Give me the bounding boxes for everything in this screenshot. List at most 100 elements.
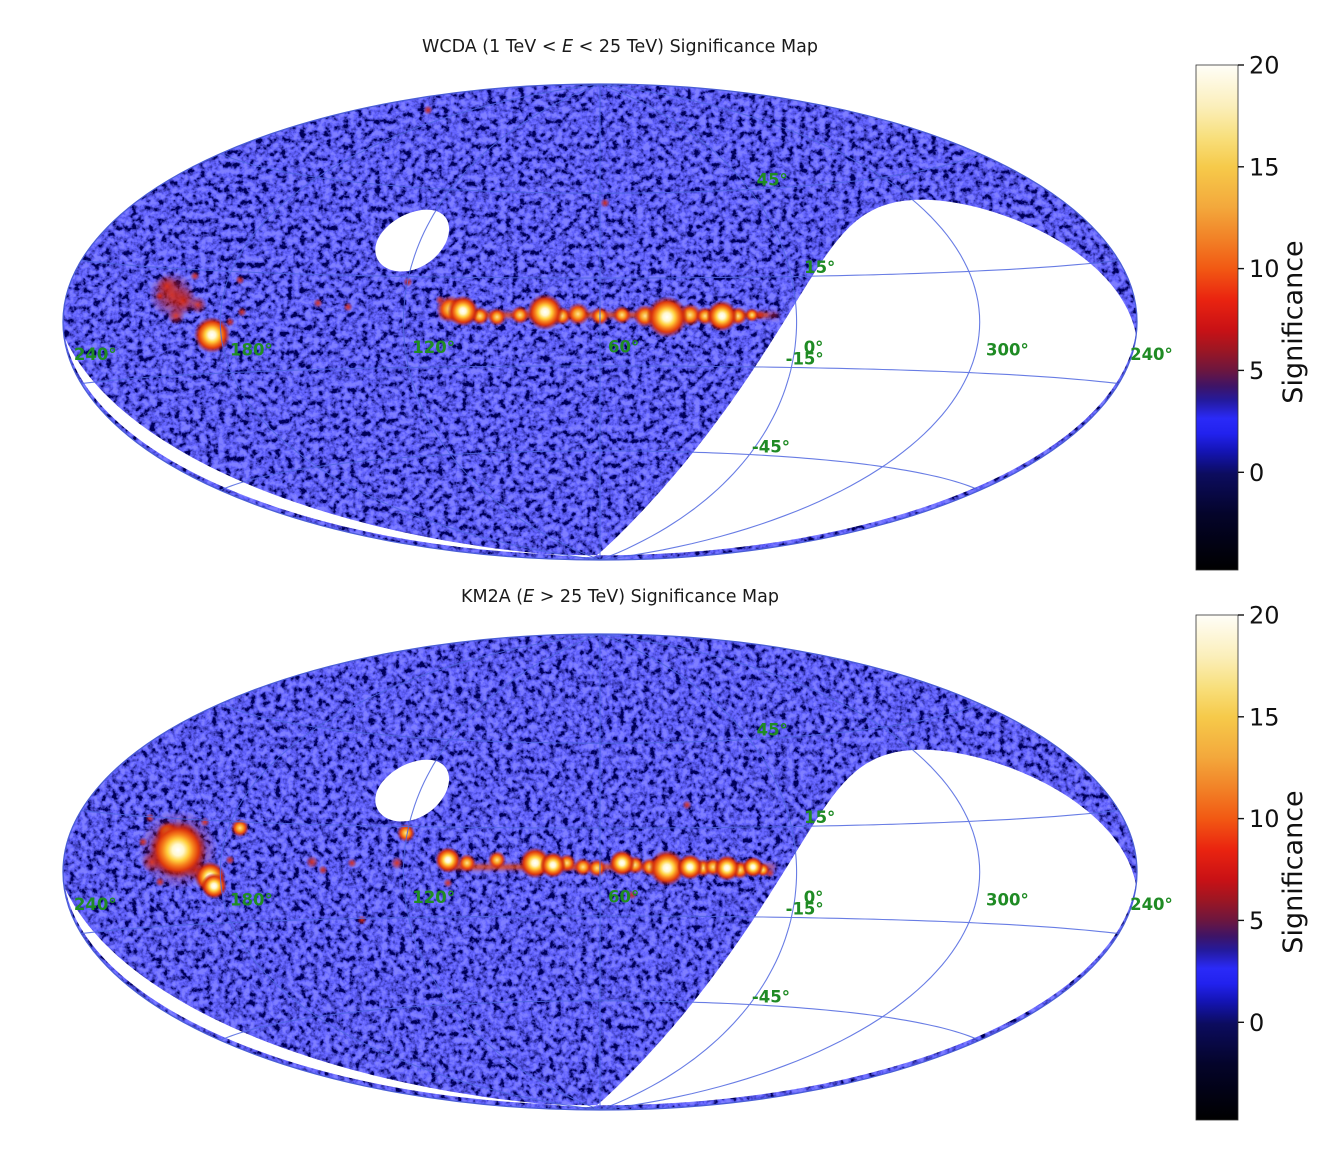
source-diffuse bbox=[167, 307, 185, 325]
source-specks bbox=[627, 890, 637, 900]
latitude-label: -15° bbox=[786, 350, 824, 369]
coordinate-labels: 240° 180° 120° 60° 0° 300° 240° 45° 15° -15° -45° bbox=[74, 720, 1173, 1006]
panel-title: WCDA (1 TeV < E < 25 TeV) Significance M… bbox=[422, 37, 818, 57]
source-bright bbox=[149, 821, 207, 879]
longitude-label: 240° bbox=[74, 895, 117, 914]
colorbar-tick-label: 20 bbox=[1249, 52, 1280, 80]
source-bright bbox=[526, 293, 564, 331]
latitude-label: -45° bbox=[752, 987, 790, 1006]
source-specks bbox=[357, 915, 367, 925]
longitude-label: 240° bbox=[1130, 345, 1173, 364]
meridian-line bbox=[219, 83, 601, 561]
source-specks bbox=[138, 837, 148, 847]
source-specks bbox=[155, 877, 165, 887]
colorbar-tick-label: 5 bbox=[1249, 907, 1264, 935]
colorbar-gradient bbox=[1195, 64, 1239, 571]
source-specks bbox=[600, 198, 610, 208]
bright-sources-layer bbox=[148, 84, 778, 354]
colorbar-tick-label: 0 bbox=[1249, 459, 1264, 487]
colorbar-tick-label: 10 bbox=[1249, 805, 1280, 833]
colorbar-axis-label: Significance bbox=[1278, 240, 1309, 403]
longitude-label: 180° bbox=[230, 890, 273, 909]
colorbar: 0 5 10 15 20 Significance bbox=[1195, 602, 1309, 1121]
colorbar-tick-label: 15 bbox=[1249, 703, 1280, 731]
source-specks bbox=[237, 307, 247, 317]
uncovered-sky-region bbox=[65, 749, 1136, 1108]
source-orange bbox=[230, 818, 250, 838]
source-bright bbox=[714, 855, 740, 881]
longitude-label: 120° bbox=[412, 888, 455, 907]
source-bright bbox=[435, 847, 461, 873]
source-specks bbox=[225, 317, 235, 327]
source-bright bbox=[706, 300, 738, 332]
latitude-label: -15° bbox=[786, 900, 824, 919]
source-bright bbox=[677, 854, 703, 880]
source-specks bbox=[200, 817, 210, 827]
colorbar-gradient bbox=[1195, 614, 1239, 1121]
latitude-label: 15° bbox=[804, 808, 835, 827]
source-specks bbox=[423, 105, 433, 115]
colorbar-tick-label: 20 bbox=[1249, 602, 1280, 630]
parallel-line bbox=[220, 450, 980, 491]
source-specks bbox=[190, 271, 200, 281]
source-orange bbox=[487, 850, 507, 870]
meridian-line bbox=[599, 83, 798, 561]
north-celestial-pole-hole bbox=[375, 209, 450, 272]
longitude-label: 120° bbox=[412, 338, 455, 357]
source-orange bbox=[566, 302, 590, 326]
parallel-line bbox=[81, 809, 1119, 829]
projection-outline bbox=[62, 83, 1138, 561]
source-bright bbox=[540, 852, 566, 878]
source-specks bbox=[347, 858, 357, 868]
colorbar: 0 5 10 15 20 Significance bbox=[1195, 52, 1309, 571]
source-specks bbox=[313, 298, 323, 308]
source-specks bbox=[443, 878, 453, 888]
parallel-line bbox=[81, 259, 1119, 279]
source-orange bbox=[612, 305, 632, 325]
source-orange bbox=[573, 857, 593, 877]
meridian-line bbox=[599, 83, 981, 561]
coordinate-labels: 240° 180° 120° 60° 0° 300° 240° 45° 15° -15° -45° bbox=[74, 170, 1173, 456]
longitude-label: 180° bbox=[230, 340, 273, 359]
panel-title: KM2A (E > 25 TeV) Significance Map bbox=[461, 587, 779, 607]
latitude-label: 45° bbox=[757, 720, 788, 739]
source-diffuse bbox=[156, 275, 178, 297]
graticule bbox=[81, 83, 1119, 561]
colorbar-tick-label: 15 bbox=[1249, 153, 1280, 181]
longitude-label: 60° bbox=[608, 338, 639, 357]
source-specks bbox=[145, 813, 155, 823]
source-orange bbox=[487, 307, 507, 327]
meridian-line bbox=[402, 83, 601, 561]
source-specks bbox=[318, 865, 328, 875]
projection-outline bbox=[62, 633, 1138, 1111]
source-specks bbox=[155, 291, 165, 301]
source-specks bbox=[225, 855, 235, 865]
meridian-line bbox=[599, 633, 798, 1111]
parallel-line bbox=[220, 1000, 980, 1041]
source-orange bbox=[457, 853, 477, 873]
meridian-line bbox=[599, 633, 981, 1111]
colorbar-tick-label: 5 bbox=[1249, 357, 1264, 385]
latitude-label: 45° bbox=[757, 170, 788, 189]
source-orange bbox=[745, 308, 759, 322]
parallel-line bbox=[81, 915, 1119, 935]
km2a-skymap-svg: 240° 180° 120° 60° 0° 300° 240° 45° 15° -15° -45° K… bbox=[62, 587, 1309, 1121]
longitude-label: 240° bbox=[1130, 895, 1173, 914]
source-specks bbox=[682, 800, 692, 810]
graticule bbox=[81, 633, 1119, 1111]
source-specks bbox=[305, 855, 319, 869]
source-specks bbox=[390, 856, 404, 870]
longitude-label: 240° bbox=[74, 345, 117, 364]
source-bright bbox=[447, 295, 479, 327]
meridian-line bbox=[219, 633, 601, 1111]
source-orange bbox=[396, 823, 416, 843]
longitude-label: 0° bbox=[804, 338, 824, 357]
source-bright bbox=[742, 856, 764, 878]
longitude-label: 300° bbox=[986, 340, 1029, 359]
colorbar-axis-label: Significance bbox=[1278, 790, 1309, 953]
source-specks bbox=[343, 302, 353, 312]
longitude-label: 300° bbox=[986, 890, 1029, 909]
parallel-line bbox=[220, 703, 980, 744]
wcda-map-panel: 240° 180° 120° 60° 0° 300° 240° 45° 15° -15° -45° W… bbox=[62, 37, 1309, 571]
longitude-label: 0° bbox=[804, 888, 824, 907]
